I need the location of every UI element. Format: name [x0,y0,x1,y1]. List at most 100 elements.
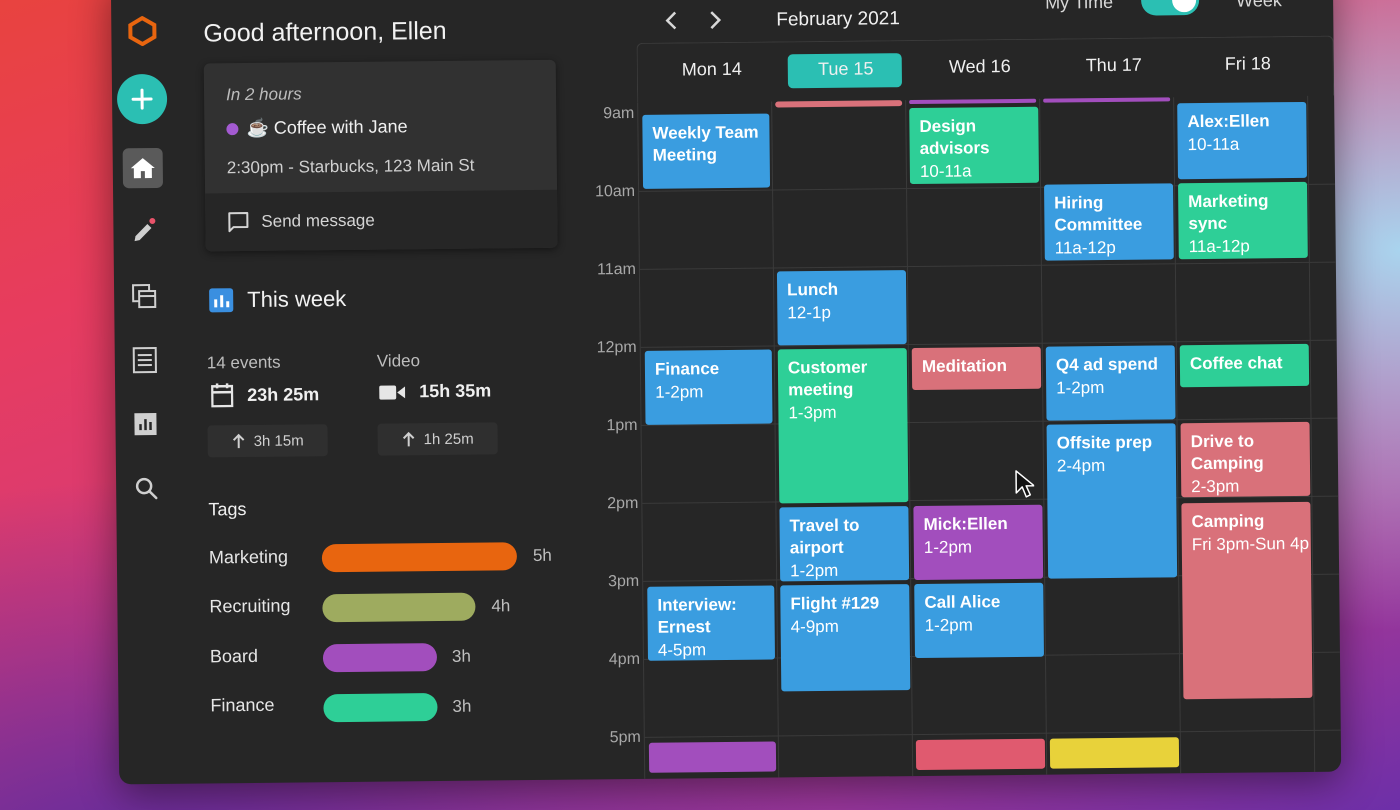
event-block-cutoff[interactable] [648,741,777,773]
time-label: 11am [596,260,636,279]
time-label: 9am [603,104,635,123]
upcoming-title-row: ☕ Coffee with Jane [226,116,408,139]
time-label: 5pm [609,728,641,747]
event-block-cutoff[interactable] [915,738,1046,771]
video-delta: 1h 25m [377,422,498,456]
event-title: Flight #129 [790,593,880,614]
event-title: Q4 ad spend [1055,354,1159,375]
video-camera-icon [379,384,406,400]
event-block-cutoff[interactable] [1049,737,1180,769]
bar-chart-icon [134,412,157,436]
event-block[interactable]: Camping Fri 3pm-Sun 4p [1181,501,1313,700]
event-title: Alex:Ellen [1187,111,1270,132]
event-time: 1-3pm [788,402,837,423]
event-block-cutoff[interactable] [909,98,1037,105]
event-block[interactable]: Customer meeting 1-3pm [777,348,909,504]
event-title: Call Alice [924,592,1001,612]
upcoming-event-card[interactable]: In 2 hours ☕ Coffee with Jane 2:30pm - S… [203,59,558,252]
event-block[interactable]: Design advisors 10-11a [909,106,1040,185]
nav-analytics[interactable] [125,404,165,444]
arrow-up-icon [402,431,415,447]
time-label: 3pm [607,572,640,591]
event-block[interactable]: Mick:Ellen 1-2pm [913,504,1044,581]
tag-bar-marketing[interactable] [321,542,518,573]
schedule-icon [132,346,157,374]
grid-hour-line [639,261,1336,270]
day-header-wed[interactable]: Wed 16 [948,56,1011,77]
events-total: 23h 25m [211,382,320,408]
nav-calendars[interactable] [124,276,164,316]
nav-search[interactable] [126,468,166,508]
tag-label[interactable]: Recruiting [209,595,291,617]
tag-label[interactable]: Marketing [208,546,289,568]
app-logo-icon [127,15,157,47]
event-block[interactable]: Marketing sync 11a-12p [1178,181,1308,260]
event-block[interactable]: Q4 ad spend 1-2pm [1045,345,1176,421]
nav-home[interactable] [122,147,164,189]
event-time: 1-2pm [1056,378,1105,398]
event-block[interactable]: Interview: Ernest 4-5pm [647,585,775,661]
tag-bar-finance[interactable] [323,693,438,723]
view-selector[interactable]: Week [1236,0,1282,11]
event-block[interactable]: Weekly Team Meeting [642,113,771,189]
event-block[interactable]: Lunch 12-1p [776,270,907,346]
tag-bar-board[interactable] [322,643,438,673]
tag-label[interactable]: Finance [210,694,275,716]
day-header-mon[interactable]: Mon 14 [681,58,742,80]
tag-label[interactable]: Board [209,645,259,667]
events-count-label: 14 events [206,352,281,373]
calendars-icon [132,284,157,309]
week-grid[interactable]: Weekly Team Meeting Finance 1-2pm Interv… [637,95,1342,785]
nav-rail [111,0,181,784]
video-time: 15h 35m [419,380,492,402]
create-button[interactable] [116,73,168,125]
event-block[interactable]: Travel to airport 1-2pm [779,506,910,582]
event-title: Coffee chat [1189,353,1283,374]
nav-schedule[interactable] [125,340,165,380]
nav-compose[interactable] [123,212,163,252]
prev-week-button[interactable] [664,10,678,36]
next-week-button[interactable] [708,10,722,36]
day-header-tue[interactable]: Tue 15 [818,58,874,80]
chevron-down-icon[interactable]: ▾ [1316,0,1323,3]
event-time: 1-2pm [924,615,973,635]
day-header-fri[interactable]: Fri 18 [1224,53,1271,74]
home-icon [130,158,155,179]
event-time: 2-4pm [1056,456,1106,476]
events-time: 23h 25m [247,383,320,405]
event-block[interactable]: Drive to Camping 2-3pm [1180,421,1311,498]
grid-hour-line [644,729,1341,738]
upcoming-detail: 2:30pm - Starbucks, 123 Main St [226,155,475,178]
event-title: Finance [654,359,720,379]
day-header-thu[interactable]: Thu 17 [1085,54,1142,76]
tag-hours: 4h [491,596,511,616]
event-time: 4-9pm [790,616,839,637]
events-delta-value: 3h 15m [253,431,304,450]
tag-bar-recruiting[interactable] [322,592,476,623]
event-time: 1-2pm [789,560,839,581]
send-message-label: Send message [261,210,375,231]
event-block-cutoff[interactable] [775,100,903,108]
event-block[interactable]: Alex:Ellen 10-11a [1177,101,1307,180]
event-title: Hiring Committee [1054,193,1143,235]
events-delta: 3h 15m [207,424,328,458]
event-block-cutoff[interactable] [1043,97,1171,103]
tag-hours: 3h [452,696,472,716]
event-block[interactable]: Call Alice 1-2pm [914,582,1044,659]
event-title: Mick:Ellen [923,514,1008,534]
greeting-title: Good afternoon, Ellen [203,16,447,48]
event-block[interactable]: Flight #129 4-9pm [780,584,911,692]
event-time: 12-1p [787,302,831,323]
event-title: Camping [1191,511,1265,532]
event-title: Travel to airport [789,515,860,558]
event-block[interactable]: Meditation [911,346,1042,391]
event-block[interactable]: Hiring Committee 11a-12p [1044,183,1174,261]
event-block[interactable]: Offsite prep 2-4pm [1046,423,1178,579]
send-message-button[interactable]: Send message [205,189,558,252]
event-block[interactable]: Coffee chat [1179,343,1310,388]
notification-dot [149,217,156,225]
mytime-toggle[interactable] [1140,0,1200,16]
event-block[interactable]: Finance 1-2pm [644,349,773,425]
search-icon [135,477,158,500]
tag-hours: 3h [451,646,471,666]
